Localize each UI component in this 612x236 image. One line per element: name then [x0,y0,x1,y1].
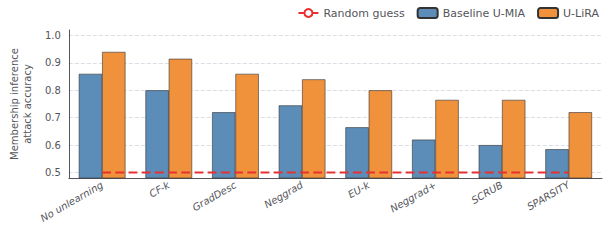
svg-text:SPARSITY: SPARSITY [525,179,572,213]
svg-text:GradDesc: GradDesc [190,179,238,213]
svg-text:0.5: 0.5 [45,167,61,178]
svg-text:Neggrad: Neggrad [262,179,305,210]
svg-text:CF-k: CF-k [147,179,172,200]
svg-text:U-LiRA: U-LiRA [563,7,599,20]
svg-text:0.9: 0.9 [45,57,61,68]
svg-text:0.7: 0.7 [45,112,61,123]
svg-text:Membership inference: Membership inference [9,48,20,160]
svg-text:0.6: 0.6 [45,140,61,151]
svg-text:EU-k: EU-k [346,179,372,201]
svg-text:0.8: 0.8 [45,85,61,96]
svg-text:Baseline U-MIA: Baseline U-MIA [443,7,526,20]
svg-text:1.0: 1.0 [45,30,61,41]
svg-text:attack accuracy: attack accuracy [22,64,33,144]
svg-text:No unlearning: No unlearning [38,179,104,224]
svg-text:Neggrad+: Neggrad+ [388,179,438,214]
svg-text:SCRUB: SCRUB [469,179,504,206]
svg-text:Random guess: Random guess [323,7,404,20]
